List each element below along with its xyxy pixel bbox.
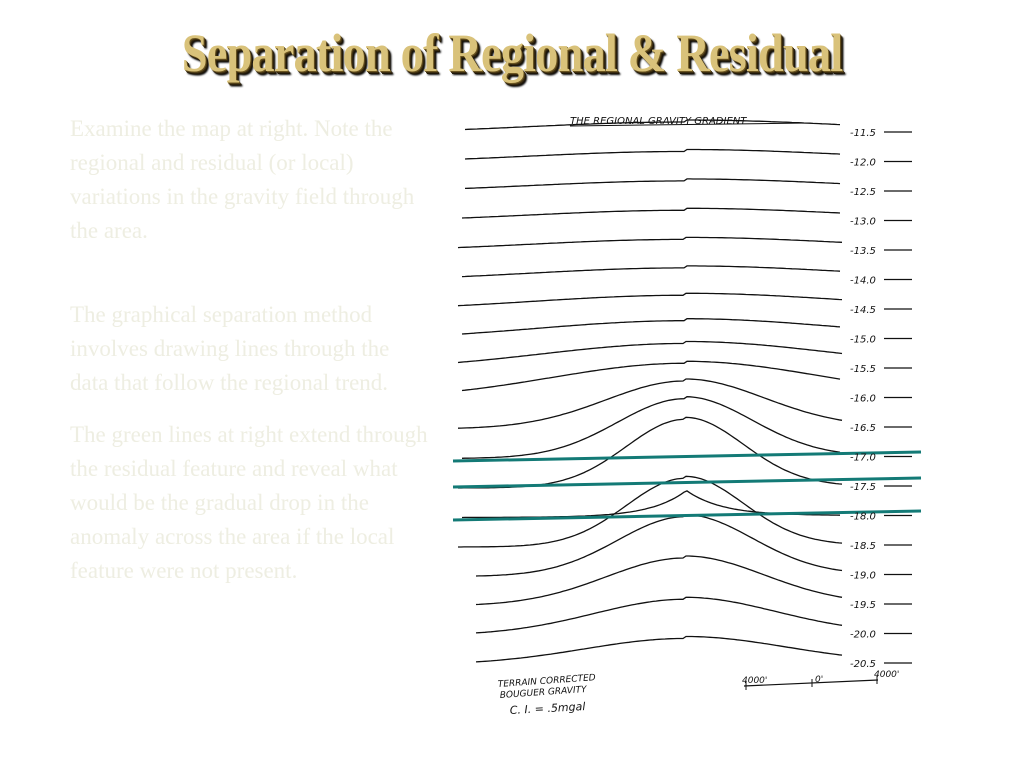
contour-line: [461, 360, 841, 392]
regional-trend-line: [452, 450, 922, 463]
contour-label: -17.0: [850, 453, 876, 464]
legend-line-3: C. I. = .5mgal: [509, 700, 585, 717]
contour-line: [461, 265, 841, 278]
regional-trend-line: [452, 476, 922, 489]
map-legend: TERRAIN CORRECTED BOUGUER GRAVITY C. I. …: [498, 673, 597, 717]
scale-label-right: 4000': [874, 670, 899, 680]
contour-line: [457, 236, 843, 249]
contour-label: -13.0: [850, 217, 876, 228]
contour-line: [475, 514, 843, 577]
contour-line: [461, 318, 841, 335]
contour-line: [464, 178, 841, 190]
contour-line: [457, 378, 843, 429]
contour-line: [457, 292, 843, 307]
scale-label-mid: 0': [815, 675, 823, 685]
regional-trend-line: [452, 509, 922, 522]
contour-label: -15.5: [850, 364, 876, 375]
contour-label: -16.0: [850, 394, 876, 405]
contour-label: -17.5: [850, 482, 876, 493]
paragraph-method: The graphical separation method involves…: [70, 302, 390, 395]
contour-label: -20.5: [850, 659, 876, 670]
contour-map-svg: THE REGIONAL GRAVITY GRADIENT -11.5-12.0…: [450, 105, 924, 723]
contour-label: -18.5: [850, 541, 876, 552]
contour-value-labels: -11.5 -12.0 -12.5 -13.0 -13.5 -14.0 -14.5 -15.0…: [850, 128, 912, 670]
contour-label: -20.0: [850, 630, 876, 641]
paragraph-examine: Examine the map at right. Note the regio…: [70, 116, 415, 243]
scale-label-left: 4000': [742, 676, 767, 686]
contour-line: [475, 596, 843, 634]
contour-line: [464, 119, 841, 131]
contour-label: -18.0: [850, 512, 876, 523]
description-text: Examine the map at right. Note the regio…: [70, 112, 430, 588]
slide-title: Separation of Regional & Residual: [181, 23, 843, 83]
contour-line: [461, 207, 841, 219]
contour-line: [461, 396, 841, 459]
contour-label: -14.5: [850, 305, 876, 316]
contour-label: -14.0: [850, 276, 876, 287]
contour-line: [457, 340, 843, 364]
contour-label: -15.0: [850, 335, 876, 346]
paragraph-green-lines: The green lines at right extend through …: [70, 422, 428, 583]
map-scale-bar: 4000' 0' 4000': [742, 670, 899, 690]
contour-line: [475, 635, 843, 663]
contour-line: [458, 475, 843, 548]
contour-label: -19.0: [850, 571, 876, 582]
contour-label: -12.5: [850, 187, 876, 198]
contour-label: -13.5: [850, 246, 876, 257]
contour-line: [475, 555, 843, 606]
contour-label: -12.0: [850, 158, 876, 169]
gravity-contour-map: THE REGIONAL GRAVITY GRADIENT -11.5 -12.0…: [450, 105, 924, 723]
regional-trend-lines: [452, 450, 922, 522]
contour-label: -16.5: [850, 423, 876, 434]
contour-label: -11.5: [850, 128, 876, 139]
contour-line: [464, 148, 841, 160]
contour-label: -19.5: [850, 600, 876, 611]
